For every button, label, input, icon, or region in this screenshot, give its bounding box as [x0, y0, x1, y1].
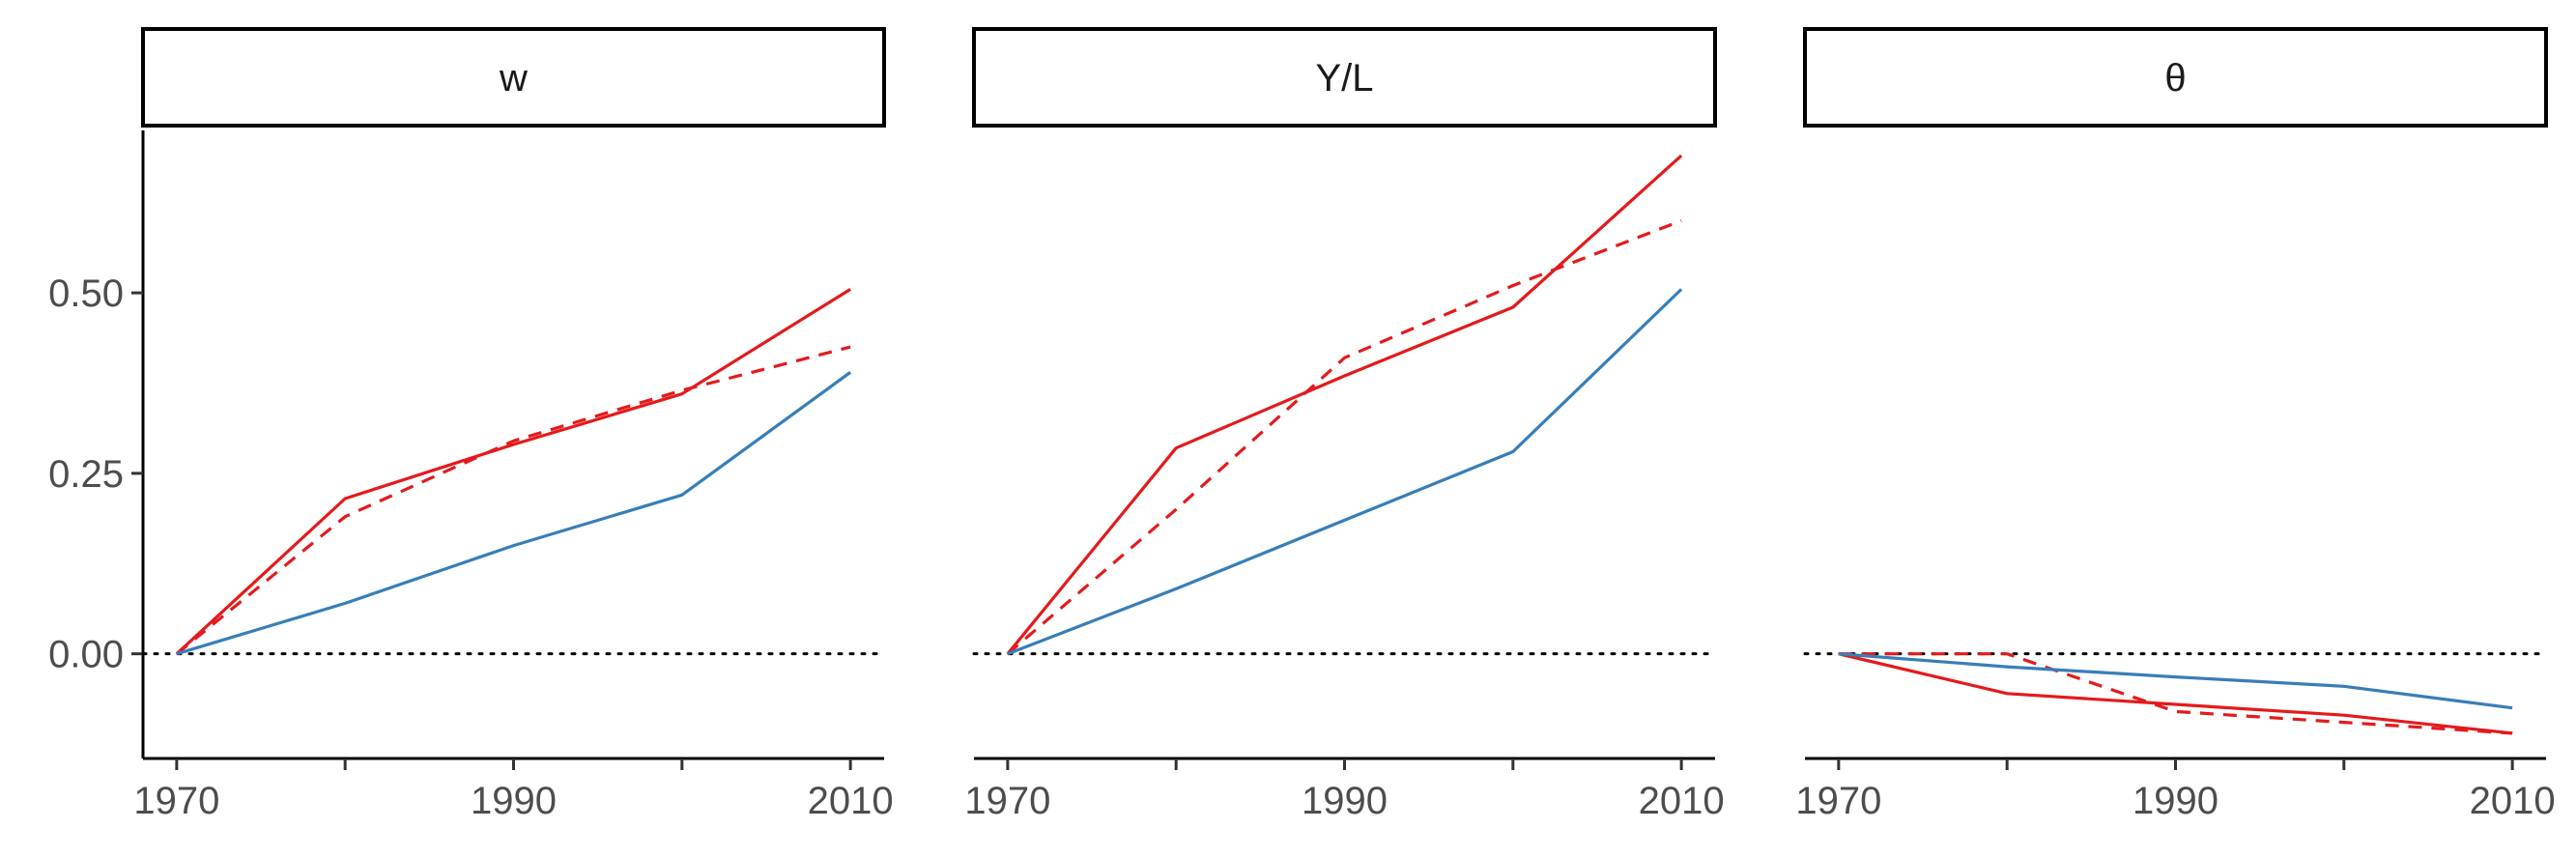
x-tick-label: 1990 [471, 780, 557, 822]
x-tick-label: 1970 [1795, 780, 1881, 822]
y-tick-label: 0.50 [48, 272, 124, 315]
series-line-1 [1006, 154, 1683, 655]
panel-1: w 0.00 0.25 0.50 1970 1990 2010 [48, 27, 894, 822]
series-line-2 [175, 345, 851, 655]
panel-2: Y/L 1970 1990 2010 [964, 27, 1725, 822]
series-line-2 [1006, 218, 1682, 655]
facet-strip [1803, 27, 2548, 128]
x-tick-label: 1970 [964, 780, 1050, 822]
series-line-3 [176, 371, 852, 656]
facet-title: θ [2164, 57, 2186, 100]
panel-3: θ 1970 1990 2010 [1795, 27, 2556, 822]
x-tick-label: 1990 [2132, 780, 2218, 822]
x-tick-label: 1990 [1302, 780, 1388, 822]
y-tick-label: 0.25 [48, 453, 124, 496]
x-tick-label: 2010 [1639, 780, 1725, 822]
facet-strip [972, 27, 1717, 128]
x-tick-label: 1970 [133, 780, 219, 822]
facet-strip [141, 27, 886, 128]
series-line-1 [175, 288, 851, 655]
facet-title: w [499, 57, 528, 100]
x-tick-label: 2010 [808, 780, 894, 822]
x-tick-label: 2010 [2470, 780, 2556, 822]
series-line-1 [1838, 652, 2513, 735]
y-tick-label: 0.00 [48, 634, 124, 676]
facet-title: Y/L [1315, 57, 1373, 100]
series-line-3 [1007, 288, 1683, 656]
series-line-3 [1838, 652, 2513, 710]
